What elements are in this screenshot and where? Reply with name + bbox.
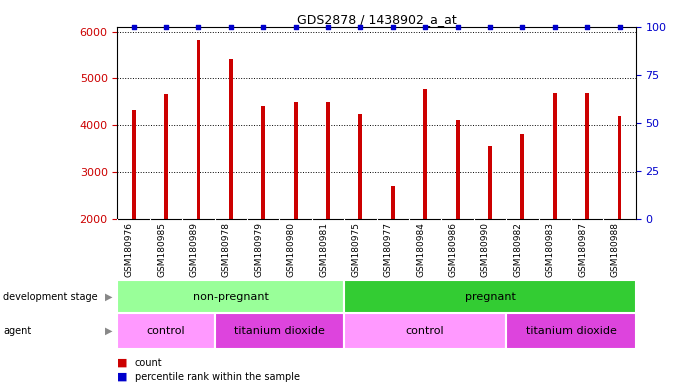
Bar (326, 102, 330, 219)
Text: GSM180978: GSM180978 (222, 222, 231, 277)
Text: ▶: ▶ (106, 291, 113, 302)
Text: GSM180979: GSM180979 (254, 222, 263, 277)
Point (193, 24, 204, 30)
Text: ▶: ▶ (106, 326, 113, 336)
Bar (618, 116, 621, 219)
Text: GSM180983: GSM180983 (546, 222, 555, 277)
Text: GSM180980: GSM180980 (287, 222, 296, 277)
Bar (585, 93, 589, 219)
Bar (215, 313, 344, 349)
Point (582, 24, 593, 30)
Bar (261, 106, 265, 219)
Point (419, 24, 430, 30)
Text: GSM180986: GSM180986 (448, 222, 457, 277)
Bar (488, 146, 492, 219)
Point (387, 24, 398, 30)
Bar (344, 280, 636, 313)
Point (549, 24, 560, 30)
Text: GSM180977: GSM180977 (384, 222, 392, 277)
Point (452, 24, 463, 30)
Point (323, 24, 334, 30)
Bar (455, 119, 460, 219)
Point (128, 24, 139, 30)
Point (290, 24, 301, 30)
Bar (229, 59, 233, 219)
Text: GSM180981: GSM180981 (319, 222, 328, 277)
Text: GSM180987: GSM180987 (578, 222, 587, 277)
Point (160, 24, 171, 30)
Text: GSM180984: GSM180984 (416, 222, 425, 277)
Point (225, 24, 236, 30)
Text: non-pregnant: non-pregnant (193, 291, 269, 302)
Bar (506, 313, 636, 349)
Bar (132, 110, 135, 219)
Text: percentile rank within the sample: percentile rank within the sample (135, 372, 300, 382)
Point (355, 24, 366, 30)
Point (258, 24, 269, 30)
Text: GSM180975: GSM180975 (352, 222, 361, 277)
Text: ■: ■ (117, 358, 128, 368)
Text: count: count (135, 358, 162, 368)
Text: titanium dioxide: titanium dioxide (525, 326, 616, 336)
Bar (344, 313, 506, 349)
Bar (117, 280, 344, 313)
Text: pregnant: pregnant (464, 291, 515, 302)
Text: GSM180976: GSM180976 (124, 222, 133, 277)
Text: development stage: development stage (3, 291, 98, 302)
Bar (196, 40, 200, 219)
Bar (294, 102, 298, 219)
Title: GDS2878 / 1438902_a_at: GDS2878 / 1438902_a_at (296, 13, 457, 26)
Text: GSM180988: GSM180988 (611, 222, 620, 277)
Bar (391, 186, 395, 219)
Bar (359, 114, 362, 219)
Text: titanium dioxide: titanium dioxide (234, 326, 325, 336)
Point (517, 24, 528, 30)
Text: ■: ■ (117, 372, 128, 382)
Text: GSM180982: GSM180982 (513, 222, 522, 277)
Bar (164, 94, 168, 219)
Text: control: control (406, 326, 444, 336)
Text: control: control (146, 326, 185, 336)
Point (614, 24, 625, 30)
Bar (553, 93, 557, 219)
Bar (520, 134, 524, 219)
Text: GSM180985: GSM180985 (157, 222, 166, 277)
Text: agent: agent (3, 326, 32, 336)
Text: GSM180990: GSM180990 (481, 222, 490, 277)
Point (484, 24, 495, 30)
Text: GSM180989: GSM180989 (189, 222, 198, 277)
Bar (117, 313, 215, 349)
Bar (423, 89, 427, 219)
